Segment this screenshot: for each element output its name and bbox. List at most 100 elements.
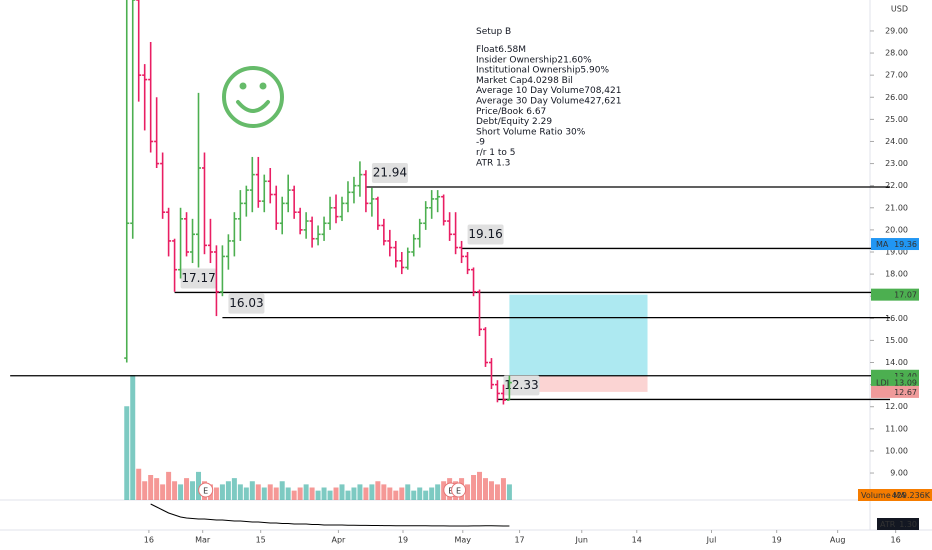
target-zone — [509, 294, 648, 376]
badge-value: 17.07 — [894, 291, 917, 300]
level-label-box — [503, 375, 540, 396]
y-tick-label: 27.00 — [885, 71, 908, 80]
level-label: 12.33 — [504, 378, 538, 392]
y-tick-label: 16.00 — [885, 314, 908, 323]
atr-line — [150, 503, 510, 527]
earnings-label: E — [456, 487, 461, 496]
x-tick-label: Jul — [706, 536, 717, 545]
info-line: Insider Ownership21.60% — [476, 55, 592, 65]
volume-bar — [184, 478, 190, 500]
atr-badge — [877, 518, 919, 530]
volume-bar — [160, 484, 166, 500]
volume-bar — [333, 487, 339, 500]
volume-bar — [255, 484, 261, 500]
x-tick-label: Mar — [195, 536, 211, 545]
info-line: Price/Book 6.67 — [476, 107, 546, 117]
volume-bar — [166, 471, 172, 500]
volume-bar — [303, 484, 309, 500]
y-tick-label: 23.00 — [885, 159, 908, 168]
volume-bar — [154, 478, 160, 500]
x-tick-label: 17 — [514, 536, 524, 545]
smiley — [222, 66, 284, 128]
volume-bar — [387, 487, 393, 500]
earnings-label: E — [448, 487, 453, 496]
volume-bar — [345, 490, 351, 500]
volume-bar — [375, 481, 381, 500]
volume-bar — [423, 490, 429, 500]
earnings-marker — [451, 482, 467, 498]
volume-bar — [219, 484, 225, 500]
volume-bar — [411, 490, 417, 500]
volume-bar — [190, 481, 196, 500]
level-label-box — [467, 224, 504, 245]
price-badge — [871, 385, 919, 398]
y-tick-label: 14.00 — [885, 358, 908, 367]
volume-bar — [267, 484, 273, 500]
volume-bar — [249, 481, 255, 500]
level-label: 19.16 — [468, 227, 502, 241]
volume-bar — [465, 484, 471, 500]
volume-bar — [285, 487, 291, 500]
volume-bar — [261, 487, 267, 500]
info-line: ATR 1.3 — [476, 158, 510, 168]
volume-bar — [482, 478, 488, 500]
y-tick-label: 28.00 — [885, 49, 908, 58]
y-tick-label: 24.00 — [885, 137, 908, 146]
volume-bar — [351, 487, 357, 500]
volume-bar — [136, 468, 142, 500]
volume-bar — [321, 487, 327, 500]
info-line: Debt/Equity 2.29 — [476, 117, 552, 127]
info-line: Short Volume Ratio 30% — [476, 127, 586, 137]
info-line: Institutional Ownership5.90% — [476, 66, 609, 76]
volume-bar — [405, 484, 411, 500]
volume-bar — [506, 484, 512, 500]
volume-bar — [417, 487, 423, 500]
earnings-marker — [198, 482, 214, 498]
info-line: Average 10 Day Volume708,421 — [476, 86, 621, 96]
x-tick-label: May — [454, 536, 471, 545]
volume-bar — [291, 490, 297, 500]
volume-bar — [399, 487, 405, 500]
price-badge — [871, 376, 919, 389]
volume-bar — [471, 475, 477, 500]
volume-bar — [369, 484, 375, 500]
x-tick-label: 19 — [398, 536, 408, 545]
level-label-box — [180, 268, 217, 289]
y-tick-label: 18.00 — [885, 270, 908, 279]
volume-bar — [315, 490, 321, 500]
volume-bar — [148, 475, 154, 500]
volume-bar — [172, 481, 178, 500]
volume-bar — [393, 490, 399, 500]
y-tick-label: 29.00 — [885, 26, 908, 35]
info-title: Setup B — [476, 27, 511, 37]
volume-bar — [178, 484, 184, 500]
y-tick-label: 10.00 — [885, 446, 908, 455]
x-tick-label: 16 — [891, 536, 901, 545]
badge-name: MA — [876, 240, 889, 249]
x-tick-label: 15 — [256, 536, 266, 545]
y-tick-label: 21.00 — [885, 203, 908, 212]
info-line: Average 30 Day Volume427,621 — [476, 97, 621, 107]
info-line: r/r 1 to 5 — [476, 148, 516, 158]
x-tick-label: Jun — [575, 536, 589, 545]
badge-value: 19.36 — [894, 240, 917, 249]
volume-bar — [381, 484, 387, 500]
y-tick-label: 15.00 — [885, 336, 908, 345]
badge-value: 12.67 — [894, 388, 917, 397]
price-badge — [871, 288, 919, 301]
volume-bar — [494, 484, 500, 500]
y-tick-label: 22.00 — [885, 181, 908, 190]
currency: USD — [891, 5, 908, 14]
badge-value: 13.09 — [894, 379, 917, 388]
volume-bar — [213, 487, 219, 500]
info-line: Float6.58M — [476, 45, 526, 55]
x-tick-label: 19 — [772, 536, 782, 545]
volume-bar — [297, 487, 303, 500]
y-tick-label: 25.00 — [885, 115, 908, 124]
level-label: 21.94 — [373, 166, 407, 180]
earnings-label: E — [203, 487, 208, 496]
y-tick-label: 11.00 — [885, 424, 908, 433]
x-tick-label: Apr — [331, 536, 346, 545]
